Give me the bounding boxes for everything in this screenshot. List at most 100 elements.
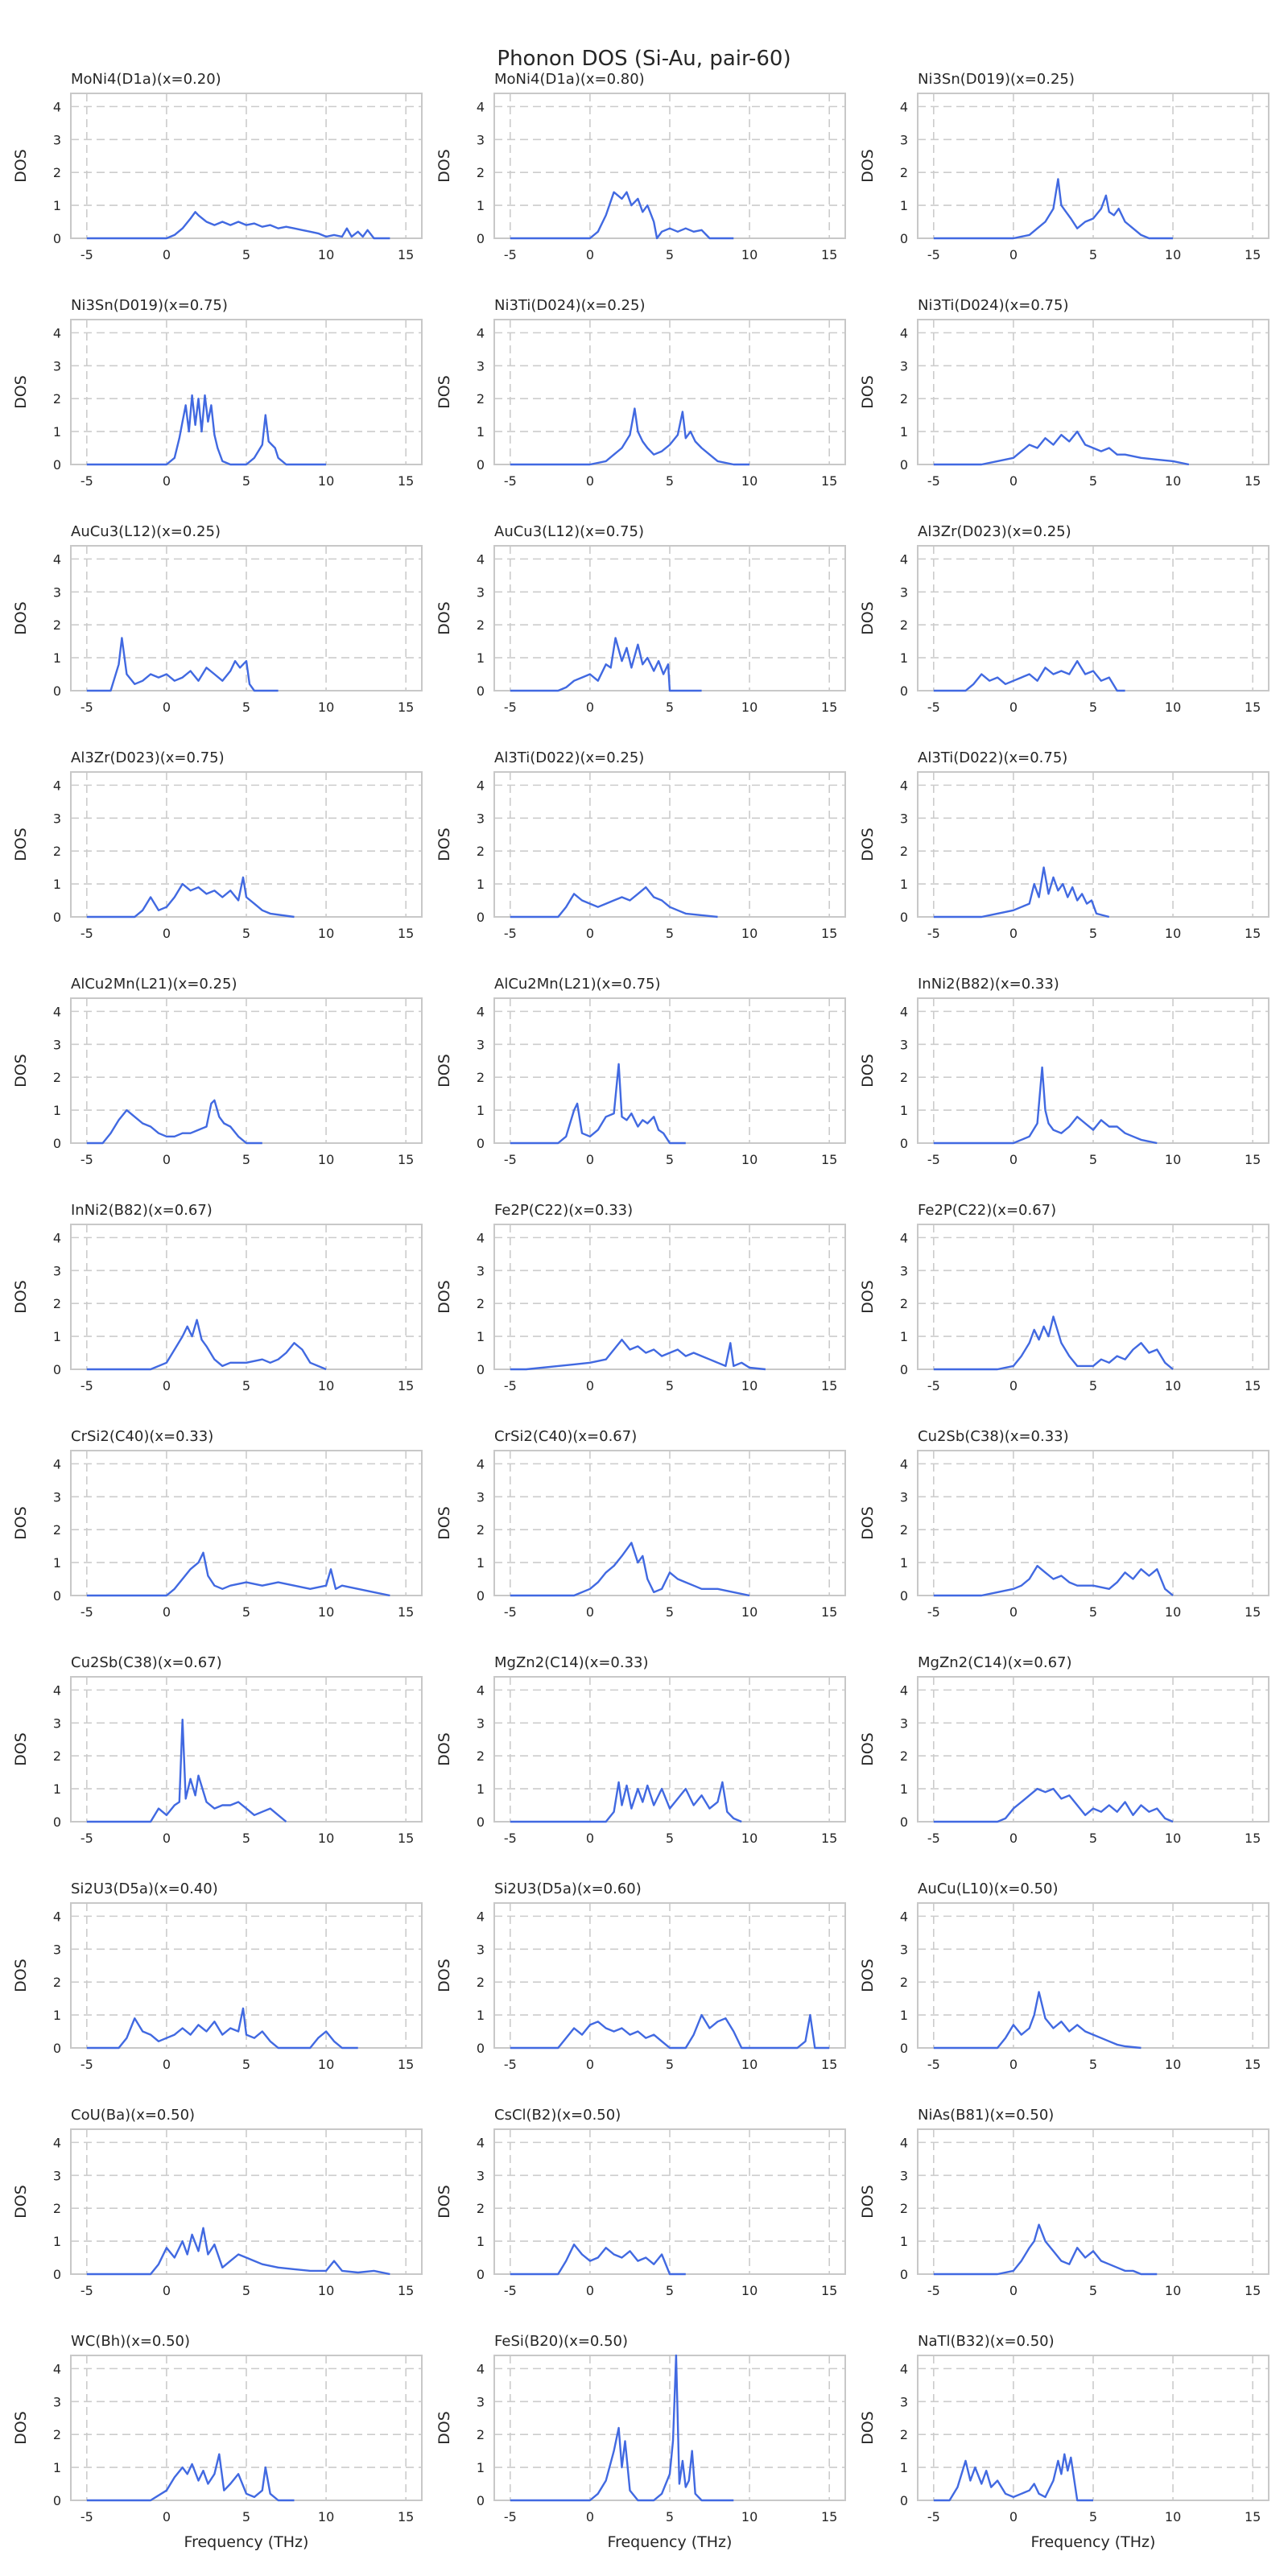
- x-tick-label: 15: [398, 1378, 414, 1393]
- x-tick-label: 10: [741, 2283, 758, 2298]
- dos-line: [86, 1551, 390, 1597]
- subplot-title: AuCu3(L12)(x=0.25): [71, 523, 221, 540]
- y-tick-label: 4: [900, 1230, 908, 1245]
- y-tick-label: 1: [53, 1781, 61, 1797]
- y-tick-label: 2: [900, 1748, 908, 1764]
- y-tick-label: 1: [477, 2008, 485, 2023]
- y-axis-label: DOS: [12, 1732, 30, 1766]
- y-tick-label: 3: [900, 811, 908, 826]
- dos-line: [86, 394, 327, 466]
- y-tick-label: 2: [477, 1975, 485, 1990]
- subplot: Cu2Sb(C38)(x=0.67) -5 0 5 10 15 0 1 2 3 4 DOS: [12, 1654, 423, 1846]
- y-tick-label: 3: [477, 2394, 485, 2409]
- plot-frame: [493, 1450, 846, 1596]
- subplot-title: Cu2Sb(C38)(x=0.33): [918, 1428, 1069, 1445]
- x-tick-label: 10: [318, 2283, 334, 2298]
- plot-frame: [70, 1676, 423, 1823]
- x-tick-label: 0: [586, 247, 594, 262]
- x-tick-label: 5: [1089, 2509, 1097, 2524]
- x-tick-label: -5: [927, 473, 940, 489]
- x-tick-label: 0: [163, 2283, 171, 2298]
- subplot-title: Si2U3(D5a)(x=0.40): [71, 1880, 218, 1897]
- y-tick-label: 0: [53, 1136, 61, 1151]
- y-tick-label: 3: [477, 1489, 485, 1505]
- x-tick-label: 10: [1165, 247, 1181, 262]
- y-tick-label: 0: [900, 231, 908, 246]
- x-tick-label: 15: [398, 1831, 414, 1846]
- y-tick-label: 1: [53, 877, 61, 892]
- x-tick-label: 5: [1089, 2057, 1097, 2072]
- y-tick-label: 2: [53, 1975, 61, 1990]
- y-tick-label: 1: [477, 2460, 485, 2475]
- y-tick-label: 4: [53, 1230, 61, 1245]
- plot-frame: [70, 771, 423, 918]
- x-tick-label: 10: [1165, 473, 1181, 489]
- y-tick-label: 3: [53, 811, 61, 826]
- x-tick-label: 5: [1089, 1604, 1097, 1620]
- x-tick-label: 0: [586, 1831, 594, 1846]
- x-tick-label: -5: [80, 1604, 93, 1620]
- x-axis-label: Frequency (THz): [1031, 2533, 1156, 2551]
- x-tick-label: 10: [741, 1831, 758, 1846]
- dos-line: [510, 407, 750, 466]
- x-tick-label: 15: [821, 2509, 837, 2524]
- x-tick-label: 0: [163, 1604, 171, 1620]
- dos-line: [510, 2013, 830, 2050]
- x-tick-label: 10: [1165, 2283, 1181, 2298]
- x-tick-label: -5: [927, 2509, 940, 2524]
- x-tick-label: 0: [1009, 473, 1018, 489]
- y-axis-label: DOS: [12, 2185, 30, 2219]
- y-tick-label: 4: [53, 778, 61, 793]
- y-tick-label: 4: [900, 1456, 908, 1472]
- dos-line: [933, 1564, 1174, 1597]
- y-tick-label: 2: [53, 1070, 61, 1085]
- x-tick-label: 5: [242, 1378, 250, 1393]
- y-axis-label: DOS: [12, 1959, 30, 1992]
- y-tick-label: 3: [53, 584, 61, 600]
- x-tick-label: 10: [318, 1831, 334, 1846]
- plot-frame: [917, 319, 1269, 465]
- y-tick-label: 1: [900, 1781, 908, 1797]
- x-tick-label: 15: [398, 1604, 414, 1620]
- x-tick-label: 0: [586, 700, 594, 715]
- plot-frame: [70, 93, 423, 239]
- subplot-title: MgZn2(C14)(x=0.67): [918, 1654, 1072, 1671]
- y-tick-label: 1: [477, 650, 485, 666]
- x-tick-label: -5: [504, 2283, 517, 2298]
- x-tick-label: 5: [1089, 1152, 1097, 1167]
- y-tick-label: 1: [900, 424, 908, 440]
- subplot: AuCu3(L12)(x=0.75) -5 0 5 10 15 0 1 2 3 4 DOS: [436, 523, 846, 715]
- x-tick-label: 15: [821, 926, 837, 941]
- y-axis-label: DOS: [12, 1280, 30, 1314]
- y-axis-label: DOS: [859, 149, 877, 183]
- plot-frame: [493, 93, 846, 239]
- subplot: MgZn2(C14)(x=0.67) -5 0 5 10 15 0 1 2 3 4 DOS: [859, 1654, 1269, 1846]
- subplot: MoNi4(D1a)(x=0.20) -5 0 5 10 15 0 1 2 3 4 DOS: [12, 71, 423, 262]
- y-tick-label: 3: [53, 2394, 61, 2409]
- y-tick-label: 0: [477, 683, 485, 699]
- y-tick-label: 0: [900, 2041, 908, 2056]
- dos-line: [510, 1338, 766, 1371]
- y-tick-label: 1: [477, 1781, 485, 1797]
- x-tick-label: -5: [927, 926, 940, 941]
- subplot: Al3Ti(D022)(x=0.25) -5 0 5 10 15 0 1 2 3 4 DOS: [436, 749, 846, 941]
- y-tick-label: 0: [477, 231, 485, 246]
- subplot: AlCu2Mn(L21)(x=0.25) -5 0 5 10 15 0 1 2 3 4 DOS: [12, 976, 423, 1167]
- dos-line: [510, 191, 734, 240]
- y-tick-label: 2: [900, 391, 908, 407]
- y-tick-label: 2: [900, 2201, 908, 2216]
- x-tick-label: 10: [318, 1152, 334, 1167]
- y-tick-label: 2: [477, 2201, 485, 2216]
- y-tick-label: 1: [53, 424, 61, 440]
- plot-frame: [917, 1902, 1269, 2049]
- x-tick-label: 0: [163, 473, 171, 489]
- y-tick-label: 1: [477, 1555, 485, 1571]
- x-tick-label: 15: [1245, 1378, 1261, 1393]
- dos-line: [933, 1315, 1174, 1371]
- x-tick-label: 15: [821, 473, 837, 489]
- y-tick-label: 3: [53, 2168, 61, 2183]
- y-tick-label: 4: [477, 1230, 485, 1245]
- x-tick-label: 0: [1009, 247, 1018, 262]
- x-tick-label: 0: [1009, 1831, 1018, 1846]
- y-tick-label: 2: [53, 2201, 61, 2216]
